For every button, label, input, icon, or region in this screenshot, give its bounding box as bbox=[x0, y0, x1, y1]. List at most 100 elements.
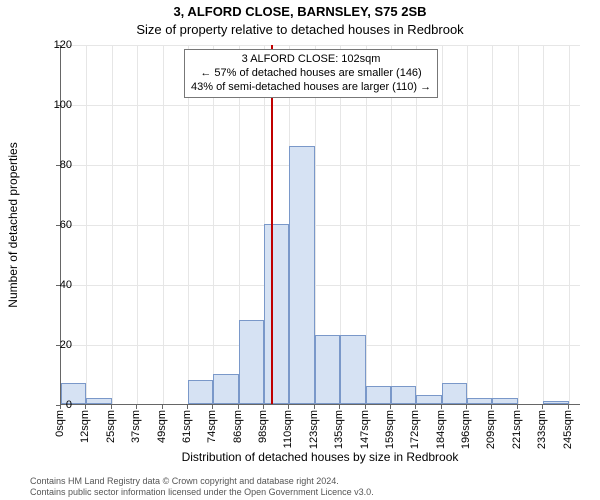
gridline-v bbox=[416, 45, 417, 404]
histogram-bar bbox=[416, 395, 441, 404]
footer-line-2: Contains public sector information licen… bbox=[30, 487, 374, 497]
histogram-bar bbox=[340, 335, 365, 404]
y-tick-mark bbox=[56, 345, 60, 346]
x-tick-mark bbox=[542, 405, 543, 409]
gridline-h bbox=[61, 225, 580, 226]
x-tick-mark bbox=[263, 405, 264, 409]
x-tick-label: 184sqm bbox=[435, 410, 447, 449]
histogram-bar bbox=[442, 383, 467, 404]
x-tick-label: 159sqm bbox=[384, 410, 396, 449]
histogram-bar bbox=[289, 146, 314, 404]
x-tick-label: 233sqm bbox=[536, 410, 548, 449]
y-tick-label: 120 bbox=[32, 39, 72, 51]
x-tick-mark bbox=[288, 405, 289, 409]
x-tick-mark bbox=[441, 405, 442, 409]
gridline-v bbox=[467, 45, 468, 404]
y-tick-label: 40 bbox=[32, 279, 72, 291]
y-tick-mark bbox=[56, 285, 60, 286]
x-tick-mark bbox=[466, 405, 467, 409]
x-tick-label: 86sqm bbox=[232, 410, 244, 443]
histogram-bar bbox=[264, 224, 289, 404]
x-tick-label: 12sqm bbox=[79, 410, 91, 443]
gridline-h bbox=[61, 105, 580, 106]
x-tick-mark bbox=[365, 405, 366, 409]
histogram-bar bbox=[467, 398, 492, 404]
chart-main-title: 3, ALFORD CLOSE, BARNSLEY, S75 2SB bbox=[0, 4, 600, 19]
x-tick-label: 49sqm bbox=[156, 410, 168, 443]
x-tick-label: 37sqm bbox=[130, 410, 142, 443]
x-tick-label: 25sqm bbox=[105, 410, 117, 443]
gridline-v bbox=[86, 45, 87, 404]
histogram-bar bbox=[239, 320, 264, 404]
marker-line bbox=[271, 45, 273, 404]
x-tick-mark bbox=[60, 405, 61, 409]
x-tick-mark bbox=[491, 405, 492, 409]
gridline-v bbox=[188, 45, 189, 404]
y-tick-mark bbox=[56, 225, 60, 226]
gridline-v bbox=[442, 45, 443, 404]
gridline-v bbox=[137, 45, 138, 404]
histogram-bar bbox=[315, 335, 340, 404]
x-tick-mark bbox=[136, 405, 137, 409]
x-tick-mark bbox=[568, 405, 569, 409]
x-tick-mark bbox=[415, 405, 416, 409]
gridline-v bbox=[518, 45, 519, 404]
x-axis-label: Distribution of detached houses by size … bbox=[60, 450, 580, 464]
gridline-v bbox=[569, 45, 570, 404]
x-tick-label: 61sqm bbox=[181, 410, 193, 443]
x-tick-mark bbox=[85, 405, 86, 409]
x-tick-mark bbox=[314, 405, 315, 409]
gridline-v bbox=[543, 45, 544, 404]
histogram-bar bbox=[391, 386, 416, 404]
histogram-bar bbox=[492, 398, 517, 404]
attribution-footer: Contains HM Land Registry data © Crown c… bbox=[30, 476, 374, 497]
gridline-h bbox=[61, 165, 580, 166]
histogram-bar bbox=[366, 386, 391, 404]
x-tick-mark bbox=[111, 405, 112, 409]
y-tick-label: 20 bbox=[32, 339, 72, 351]
y-tick-mark bbox=[56, 45, 60, 46]
x-tick-label: 209sqm bbox=[485, 410, 497, 449]
histogram-bar bbox=[213, 374, 238, 404]
chart-subtitle: Size of property relative to detached ho… bbox=[0, 22, 600, 37]
x-tick-label: 135sqm bbox=[333, 410, 345, 449]
x-tick-mark bbox=[162, 405, 163, 409]
gridline-v bbox=[492, 45, 493, 404]
histogram-bar bbox=[543, 401, 568, 404]
x-tick-label: 74sqm bbox=[206, 410, 218, 443]
gridline-v bbox=[112, 45, 113, 404]
x-tick-label: 196sqm bbox=[460, 410, 472, 449]
gridline-v bbox=[366, 45, 367, 404]
x-tick-mark bbox=[187, 405, 188, 409]
x-tick-label: 0sqm bbox=[54, 410, 66, 437]
y-tick-label: 100 bbox=[32, 99, 72, 111]
y-tick-label: 60 bbox=[32, 219, 72, 231]
histogram-bar bbox=[86, 398, 111, 404]
gridline-h bbox=[61, 45, 580, 46]
x-tick-label: 147sqm bbox=[359, 410, 371, 449]
x-tick-mark bbox=[517, 405, 518, 409]
x-tick-label: 123sqm bbox=[308, 410, 320, 449]
plot-area: 3 ALFORD CLOSE: 102sqm← 57% of detached … bbox=[60, 45, 580, 405]
info-annotation-line: ← 57% of detached houses are smaller (14… bbox=[191, 67, 431, 81]
x-tick-label: 98sqm bbox=[257, 410, 269, 443]
gridline-v bbox=[213, 45, 214, 404]
x-tick-mark bbox=[390, 405, 391, 409]
y-tick-mark bbox=[56, 165, 60, 166]
y-axis-label: Number of detached properties bbox=[6, 142, 20, 307]
y-tick-mark bbox=[56, 105, 60, 106]
x-tick-label: 221sqm bbox=[511, 410, 523, 449]
gridline-h bbox=[61, 285, 580, 286]
x-tick-label: 110sqm bbox=[282, 410, 294, 448]
gridline-v bbox=[163, 45, 164, 404]
histogram-bar bbox=[188, 380, 213, 404]
x-tick-mark bbox=[238, 405, 239, 409]
info-annotation-box: 3 ALFORD CLOSE: 102sqm← 57% of detached … bbox=[184, 49, 438, 98]
info-annotation-line: 43% of semi-detached houses are larger (… bbox=[191, 81, 431, 95]
x-tick-label: 245sqm bbox=[562, 410, 574, 449]
y-tick-label: 0 bbox=[32, 399, 72, 411]
x-tick-label: 172sqm bbox=[409, 410, 421, 449]
gridline-v bbox=[391, 45, 392, 404]
x-tick-mark bbox=[339, 405, 340, 409]
footer-line-1: Contains HM Land Registry data © Crown c… bbox=[30, 476, 374, 486]
